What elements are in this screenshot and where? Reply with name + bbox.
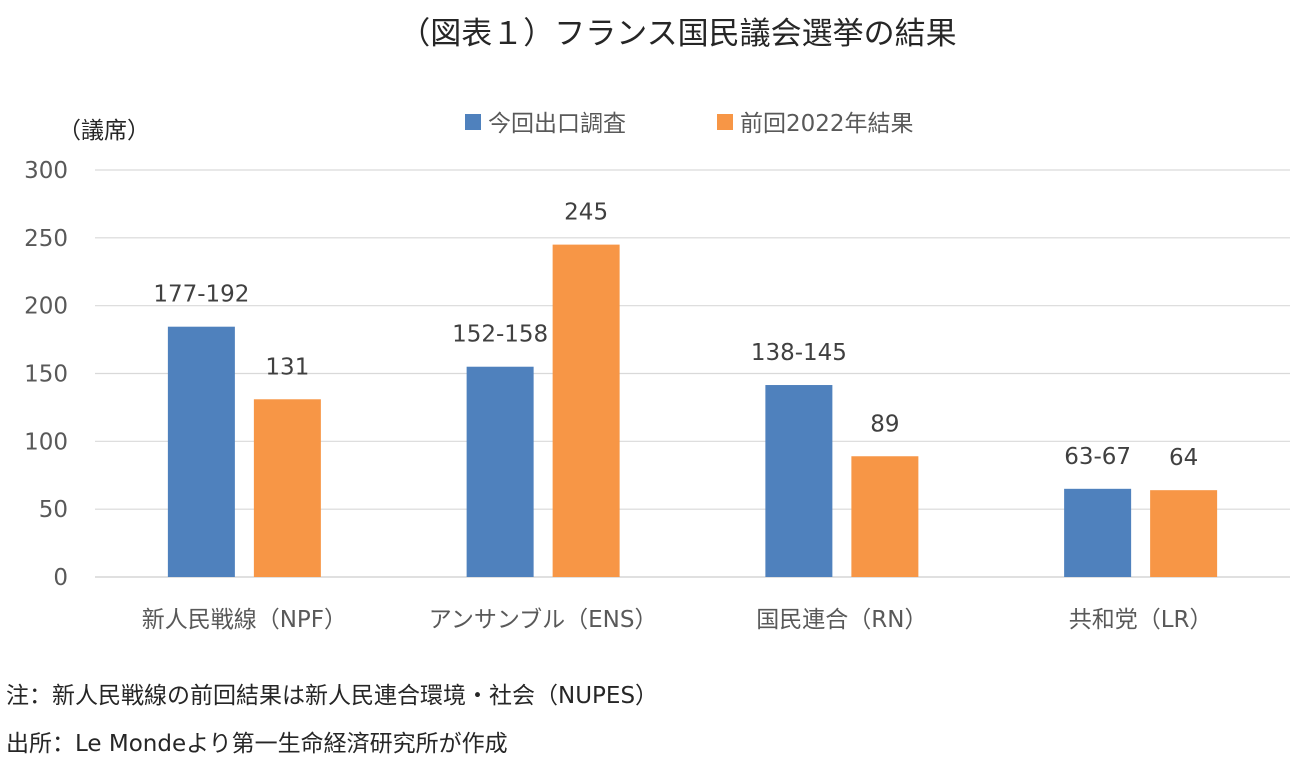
x-tick-label: 国民連合（RN） (756, 607, 927, 633)
bar-prev-2022-2 (851, 456, 919, 577)
bar-exit-poll-0 (167, 326, 235, 577)
x-tick-label: 共和党（LR） (1069, 607, 1213, 633)
data-label: 131 (265, 354, 309, 380)
data-label: 64 (1169, 445, 1198, 471)
legend-swatch-0 (465, 114, 481, 130)
chart-title: （図表１）フランス国民議会選挙の結果 (399, 16, 956, 52)
x-tick-labels: 新人民戦線（NPF） アンサンブル（ENS） 国民連合（RN） 共和党（LR） (142, 607, 1213, 633)
y-tick-label: 0 (53, 565, 68, 591)
bar-exit-poll-1 (466, 366, 534, 577)
legend-swatch-1 (717, 114, 733, 130)
y-tick-labels: 0 50 100 150 200 250 300 (24, 158, 68, 591)
source-note: 出所：Le Mondeより第一生命経済研究所が作成 (6, 731, 508, 757)
footnote: 注：新人民戦線の前回結果は新人民連合環境・社会（NUPES） (6, 683, 659, 709)
bar-exit-poll-3 (1064, 488, 1132, 577)
y-tick-label: 250 (24, 226, 68, 252)
data-label: 138-145 (751, 340, 847, 366)
data-label: 63-67 (1064, 444, 1131, 470)
bar-prev-2022-0 (253, 399, 321, 577)
y-tick-label: 100 (24, 429, 68, 455)
bar-prev-2022-1 (552, 244, 620, 577)
y-tick-label: 150 (24, 362, 68, 388)
y-axis-label: （議席） (58, 118, 150, 144)
bars (167, 244, 1218, 577)
y-tick-label: 200 (24, 294, 68, 320)
legend-label-0: 今回出口調査 (488, 111, 626, 137)
bar-prev-2022-3 (1150, 490, 1218, 577)
data-label: 89 (870, 411, 899, 437)
data-label: 177-192 (153, 282, 249, 308)
chart: （図表１）フランス国民議会選挙の結果 （議席） 今回出口調査 前回2022年結果 … (24, 16, 1290, 633)
y-tick-label: 50 (39, 497, 68, 523)
x-tick-label: 新人民戦線（NPF） (142, 607, 347, 633)
bar-exit-poll-2 (765, 385, 833, 577)
legend: 今回出口調査 前回2022年結果 (465, 111, 914, 137)
legend-label-1: 前回2022年結果 (740, 111, 914, 137)
y-tick-label: 300 (24, 158, 68, 184)
data-label: 152-158 (452, 322, 548, 348)
data-label: 245 (564, 200, 608, 226)
x-tick-label: アンサンブル（ENS） (429, 607, 658, 633)
data-labels: 177-192 131 152-158 245 138-145 89 63-67 64 (153, 200, 1198, 472)
